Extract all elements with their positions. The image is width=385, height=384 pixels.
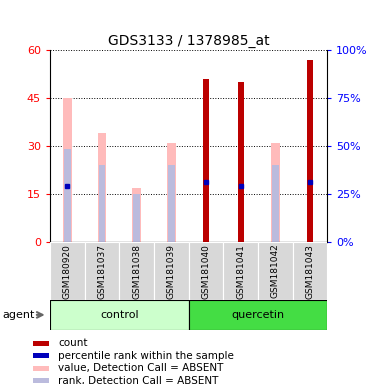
Text: rank, Detection Call = ABSENT: rank, Detection Call = ABSENT (58, 376, 219, 384)
Text: GSM181039: GSM181039 (167, 244, 176, 299)
Text: count: count (58, 338, 88, 348)
FancyBboxPatch shape (293, 242, 327, 300)
Text: percentile rank within the sample: percentile rank within the sample (58, 351, 234, 361)
FancyBboxPatch shape (189, 242, 223, 300)
Bar (238, 82, 244, 242)
FancyBboxPatch shape (223, 242, 258, 300)
Bar (168, 165, 174, 242)
Bar (33, 378, 49, 383)
Bar (99, 165, 105, 242)
Text: quercetin: quercetin (231, 310, 285, 320)
Bar (98, 133, 106, 242)
FancyBboxPatch shape (85, 242, 119, 300)
FancyBboxPatch shape (258, 242, 293, 300)
Text: GSM181043: GSM181043 (305, 244, 315, 298)
Bar (272, 165, 278, 242)
Text: GSM180920: GSM180920 (63, 244, 72, 298)
Bar (167, 143, 176, 242)
Text: control: control (100, 310, 139, 320)
Bar (271, 143, 280, 242)
FancyBboxPatch shape (154, 242, 189, 300)
FancyBboxPatch shape (189, 300, 327, 330)
Text: value, Detection Call = ABSENT: value, Detection Call = ABSENT (58, 363, 224, 373)
Bar (33, 353, 49, 358)
Bar (64, 149, 70, 242)
Bar (132, 187, 141, 242)
FancyBboxPatch shape (50, 242, 85, 300)
Bar (203, 79, 209, 242)
Bar (307, 60, 313, 242)
Text: GSM181041: GSM181041 (236, 244, 245, 298)
Bar (134, 194, 140, 242)
Bar (33, 366, 49, 371)
Bar (33, 341, 49, 346)
Text: agent: agent (3, 310, 35, 320)
Title: GDS3133 / 1378985_at: GDS3133 / 1378985_at (108, 33, 270, 48)
FancyBboxPatch shape (50, 300, 189, 330)
Text: GSM181037: GSM181037 (97, 244, 107, 299)
Bar (63, 98, 72, 242)
Text: GSM181040: GSM181040 (201, 244, 211, 298)
Text: GSM181042: GSM181042 (271, 244, 280, 298)
FancyBboxPatch shape (119, 242, 154, 300)
Text: GSM181038: GSM181038 (132, 244, 141, 299)
